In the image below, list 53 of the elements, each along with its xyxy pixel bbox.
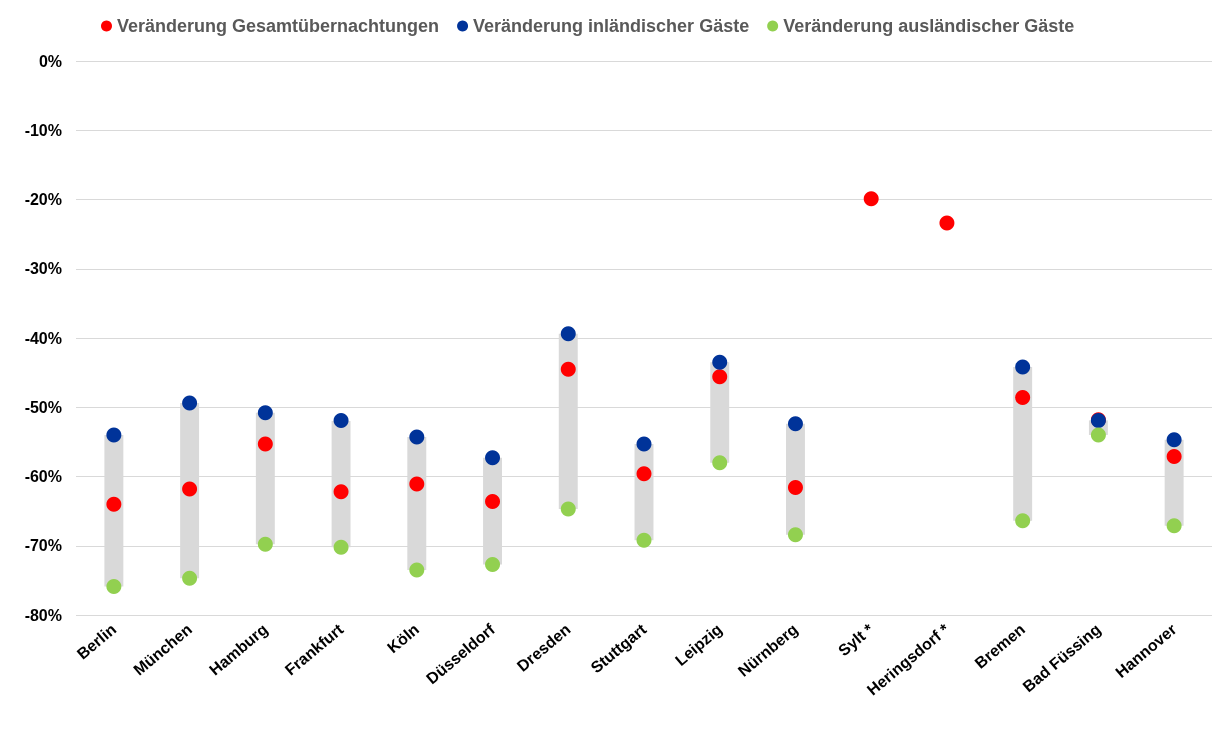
point (106, 496, 122, 512)
point (182, 395, 198, 411)
point (485, 556, 501, 572)
point (409, 562, 425, 578)
y-tick-label: -30% (24, 260, 62, 278)
point (787, 416, 803, 432)
y-tick-label: -20% (24, 191, 62, 208)
point (712, 369, 728, 385)
point (712, 455, 728, 471)
point (1166, 448, 1182, 464)
point (636, 466, 652, 482)
point (257, 405, 273, 421)
point (1090, 427, 1106, 443)
point (106, 579, 122, 595)
y-tick-label: -80% (24, 606, 62, 624)
point (787, 480, 803, 496)
point (1015, 390, 1031, 406)
point (409, 429, 425, 445)
legend-label: Veränderung inländischer Gäste (473, 16, 750, 36)
point (333, 484, 349, 500)
y-tick-label: -60% (24, 468, 62, 485)
point (560, 361, 576, 377)
point (257, 536, 273, 552)
point (257, 436, 273, 452)
point (409, 476, 425, 492)
y-tick-label: -50% (24, 398, 62, 416)
legend-label: Veränderung Gesamtübernachtungen (117, 16, 440, 36)
point (560, 501, 576, 517)
point (636, 436, 652, 452)
point (1015, 359, 1031, 375)
point (333, 539, 349, 555)
y-tick-label: -40% (24, 329, 62, 347)
point (939, 215, 955, 231)
legend-label: Veränderung ausländischer Gäste (783, 16, 1075, 36)
y-tick-label: -10% (24, 121, 62, 139)
point (863, 191, 879, 207)
point (485, 450, 501, 466)
point (1166, 518, 1182, 534)
point (1015, 513, 1031, 529)
y-tick-label: 0% (38, 52, 62, 70)
point (712, 354, 728, 370)
point (106, 427, 122, 443)
point (636, 532, 652, 548)
point (333, 412, 349, 428)
point (787, 527, 803, 543)
point (182, 570, 198, 586)
x-tick-label: Köln (384, 620, 423, 657)
point (182, 481, 198, 497)
x-tick-label: Sylt * (835, 619, 878, 660)
point (1166, 432, 1182, 448)
point (560, 326, 576, 342)
point (485, 493, 501, 509)
y-tick-label: -70% (24, 537, 62, 555)
